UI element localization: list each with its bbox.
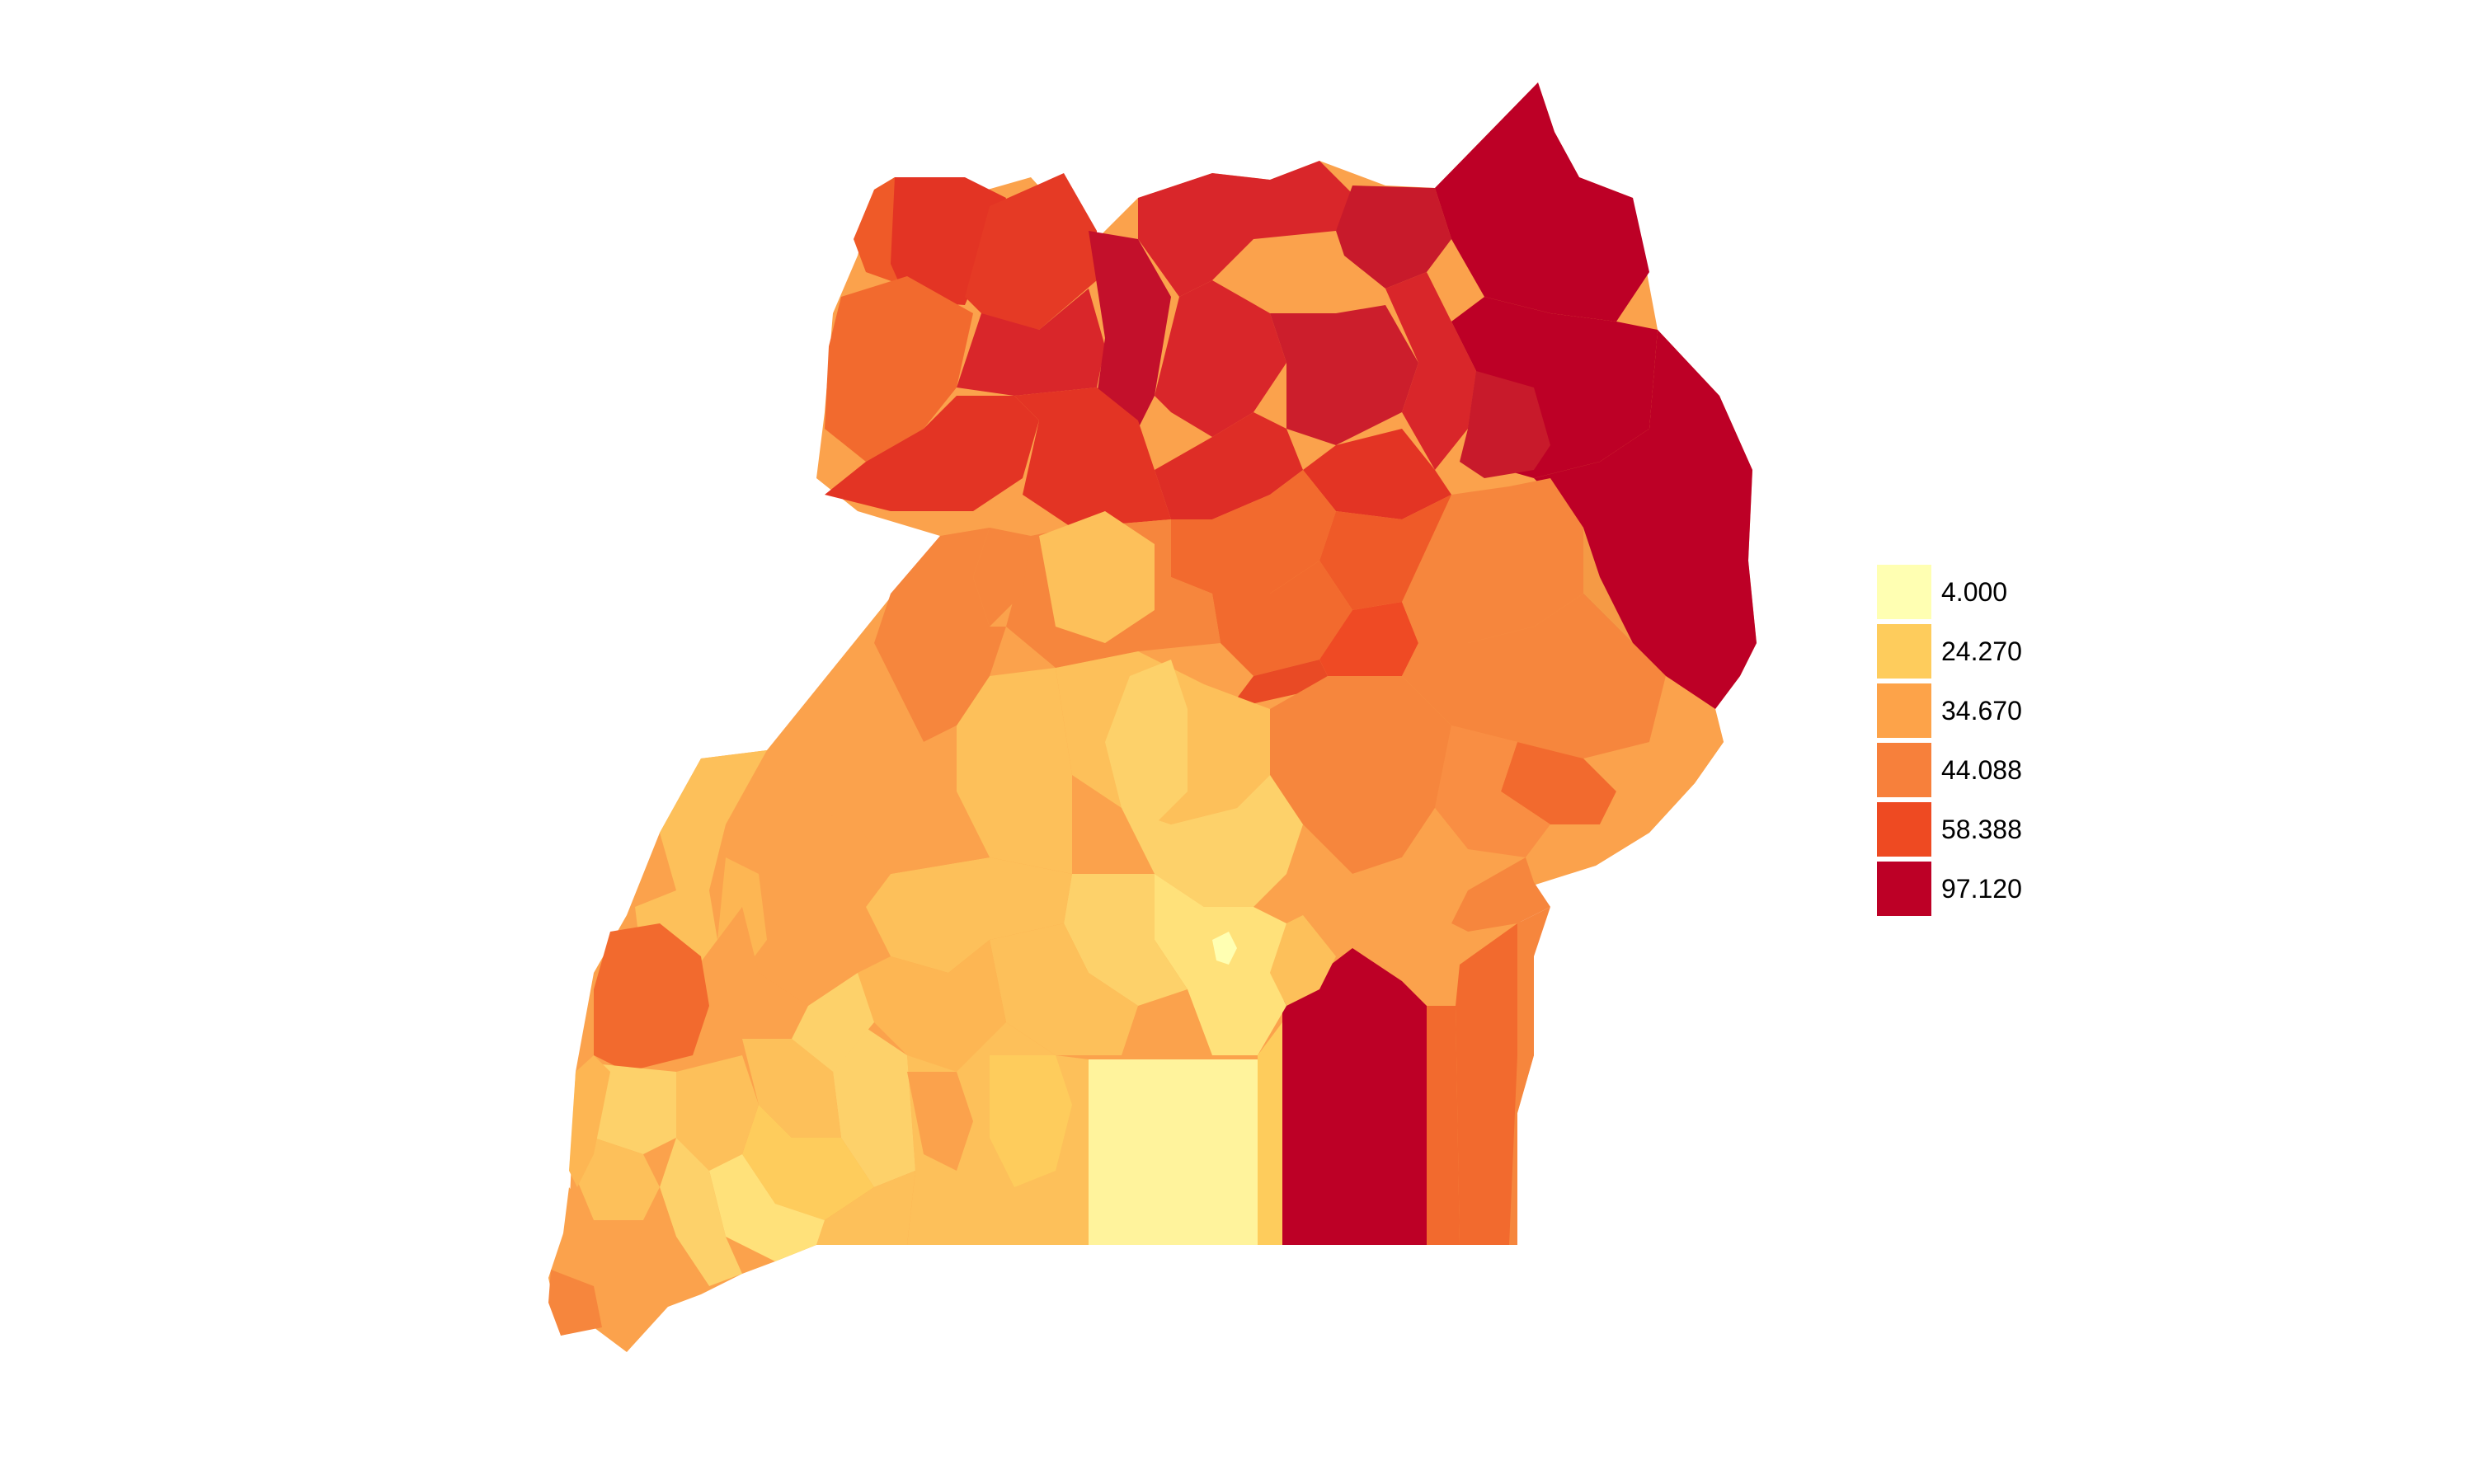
- legend-item: 97.120: [1877, 859, 2022, 918]
- legend-item: 44.088: [1877, 740, 2022, 800]
- region-kasese: [594, 923, 709, 1072]
- region-tororo-strip: [1509, 907, 1550, 1245]
- region-east-j: [1352, 808, 1468, 923]
- legend-label: 4.000: [1941, 576, 2008, 607]
- legend-item: 34.670: [1877, 681, 2022, 740]
- region-acholi-d: [1270, 305, 1418, 445]
- region-bushenyi: [676, 1055, 759, 1171]
- region-east-h: [1270, 676, 1451, 874]
- region-lyantonde: [907, 1072, 973, 1171]
- region-acholi-a: [1138, 161, 1352, 297]
- legend-item: 24.270: [1877, 622, 2022, 681]
- region-central-c: [1155, 874, 1286, 1055]
- region-central-b: [1122, 775, 1303, 907]
- region-kisoro: [548, 1270, 602, 1336]
- region-central-e: [990, 923, 1138, 1055]
- region-kabarole: [693, 907, 808, 1039]
- region-west-central: [874, 528, 1006, 742]
- region-nakaseke: [957, 668, 1072, 874]
- region-east-d: [1616, 676, 1724, 833]
- region-mbarara: [709, 1154, 825, 1261]
- legend-label: 24.270: [1941, 636, 2022, 666]
- region-luweero: [1105, 660, 1188, 824]
- region-north-e: [1089, 231, 1171, 429]
- region-kalangala-block: [1282, 948, 1427, 1245]
- region-mukono-strip: [1258, 1022, 1282, 1245]
- region-kampala: [1212, 932, 1237, 965]
- region-east-a: [1402, 478, 1583, 643]
- legend-swatch: [1877, 743, 1931, 797]
- region-rukungiri: [573, 1097, 660, 1220]
- region-masaka-b: [990, 1055, 1072, 1187]
- region-lango-b: [1303, 429, 1451, 519]
- region-ntungamo: [660, 1138, 742, 1286]
- region-apac: [973, 528, 1031, 627]
- legend-label: 58.388: [1941, 814, 2022, 844]
- region-mubende: [866, 857, 1072, 973]
- region-north-d: [957, 289, 1105, 396]
- region-north-c: [965, 173, 1097, 330]
- region-jinja: [1270, 915, 1336, 1006]
- legend-swatch: [1877, 565, 1931, 619]
- region-teso-d: [1319, 602, 1418, 693]
- region-kibaale: [726, 808, 891, 1006]
- region-kiboga: [858, 940, 1006, 1072]
- region-west-nile: [825, 276, 973, 462]
- legend-swatch: [1877, 802, 1931, 857]
- region-acholi-e: [1385, 272, 1476, 470]
- region-kanungu: [561, 1187, 643, 1286]
- region-north-g: [1014, 387, 1171, 528]
- region-kiruhura: [816, 1171, 915, 1245]
- region-teso-c: [1212, 561, 1352, 676]
- legend-label: 34.670: [1941, 695, 2022, 726]
- legend-item: 4.000: [1877, 562, 2022, 622]
- region-east-k: [1451, 857, 1550, 932]
- region-north-f: [825, 396, 1039, 511]
- legend-label: 44.088: [1941, 754, 2022, 785]
- region-karamoja-a: [1435, 82, 1649, 322]
- legend-swatch: [1877, 624, 1931, 679]
- legend-swatch: [1877, 862, 1931, 916]
- region-east-g: [1526, 791, 1649, 882]
- region-central-d: [1064, 874, 1188, 1006]
- region-acholi-b: [1336, 186, 1451, 289]
- region-karamoja-d: [1534, 330, 1757, 709]
- region-wakiso-block: [1089, 1059, 1258, 1245]
- region-sembabule: [833, 1022, 915, 1187]
- legend-label: 97.120: [1941, 873, 2022, 904]
- region-east-b: [1402, 594, 1666, 758]
- region-east-e: [1501, 742, 1616, 824]
- region-kiryandongo: [1039, 511, 1155, 643]
- legend-item: 58.388: [1877, 800, 2022, 859]
- region-kabale: [635, 1187, 709, 1307]
- region-teso-a: [1171, 470, 1336, 594]
- region-hoima: [767, 643, 990, 874]
- region-acholi-c: [1155, 280, 1286, 437]
- legend: 4.000 24.270 34.670 44.088 58.388 97.120: [1877, 562, 2022, 918]
- region-busoga-a: [1369, 923, 1468, 989]
- region-busia-strip: [1427, 1006, 1460, 1245]
- legend-swatch: [1877, 683, 1931, 738]
- region-west-edge: [569, 1055, 610, 1187]
- region-kyenjojo: [792, 973, 874, 1072]
- region-teso-e: [1229, 660, 1328, 709]
- region-karamoja-c: [1460, 371, 1550, 478]
- region-lango-a: [1155, 412, 1303, 519]
- region-east-c: [1583, 528, 1633, 643]
- region-ibanda: [742, 1105, 874, 1220]
- region-ntoroko: [660, 750, 767, 890]
- region-east-f: [1435, 726, 1550, 857]
